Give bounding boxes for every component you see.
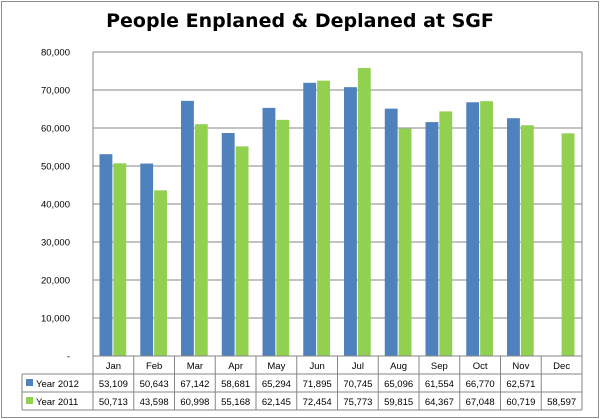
y-tick-label: 60,000 xyxy=(41,124,70,135)
data-label: 53,109 xyxy=(99,379,128,390)
bar-year-2011 xyxy=(235,146,249,356)
data-label: 55,168 xyxy=(221,397,250,408)
x-tick-label: Mar xyxy=(187,361,203,372)
data-label: 71,895 xyxy=(303,379,332,390)
bar-year-2011 xyxy=(480,101,493,357)
data-label: 64,367 xyxy=(425,397,454,408)
y-tick-label: 70,000 xyxy=(41,86,70,97)
x-tick-label: Apr xyxy=(228,361,243,372)
bar-year-2011 xyxy=(398,128,412,356)
bar-year-2011 xyxy=(113,163,127,356)
chart-title: People Enplaned & Deplaned at SGF xyxy=(106,10,494,32)
data-label: 58,681 xyxy=(221,379,250,390)
bar-year-2011 xyxy=(561,133,575,356)
data-label: 65,096 xyxy=(384,379,413,390)
data-label: 67,142 xyxy=(180,379,209,390)
data-label: 65,294 xyxy=(262,379,291,390)
bar-year-2012 xyxy=(181,100,194,356)
bar-year-2011 xyxy=(439,111,453,357)
data-label: 72,454 xyxy=(303,397,332,408)
y-tick-label: 50,000 xyxy=(41,162,70,173)
data-label: 58,597 xyxy=(547,397,576,408)
legend-swatch xyxy=(26,379,33,386)
y-tick-label: 20,000 xyxy=(41,276,70,287)
x-tick-label: Dec xyxy=(553,361,570,372)
bar-year-2012 xyxy=(303,82,317,356)
y-tick-label: 10,000 xyxy=(41,314,70,325)
x-tick-label: May xyxy=(267,361,285,372)
bar-year-2011 xyxy=(520,125,534,357)
y-tick-label: 30,000 xyxy=(41,238,70,249)
data-label: 43,598 xyxy=(140,397,169,408)
bar-year-2012 xyxy=(99,154,113,356)
x-tick-label: Jun xyxy=(309,361,324,372)
bar-year-2011 xyxy=(154,190,167,356)
data-label: 75,773 xyxy=(343,397,372,408)
legend-swatch xyxy=(26,397,33,404)
y-tick-label: 40,000 xyxy=(41,200,70,211)
data-label: 62,145 xyxy=(262,397,291,408)
data-label: 67,048 xyxy=(466,397,495,408)
bar-year-2011 xyxy=(194,124,208,356)
y-tick-label: - xyxy=(67,352,70,363)
data-label: 61,554 xyxy=(425,379,454,390)
data-label: 50,713 xyxy=(99,397,128,408)
x-tick-label: Jul xyxy=(352,361,364,372)
y-tick-label: 80,000 xyxy=(41,48,70,59)
data-label: 60,719 xyxy=(506,397,535,408)
x-tick-label: Aug xyxy=(390,361,407,372)
legend-label: Year 2011 xyxy=(36,397,78,408)
bar-year-2011 xyxy=(357,68,371,357)
bar-year-2012 xyxy=(466,102,480,356)
data-label: 50,643 xyxy=(140,379,169,390)
legend-label: Year 2012 xyxy=(36,379,79,390)
data-label: 66,770 xyxy=(466,379,495,390)
data-label: 60,998 xyxy=(180,397,209,408)
x-tick-label: Sep xyxy=(431,361,448,372)
bar-year-2012 xyxy=(384,108,398,357)
bar-year-2012 xyxy=(344,87,357,356)
data-label: 70,745 xyxy=(343,379,372,390)
bar-year-2012 xyxy=(507,118,520,357)
bar-year-2011 xyxy=(276,119,290,356)
bar-year-2012 xyxy=(221,133,235,356)
x-tick-label: Feb xyxy=(146,361,162,372)
bar-year-2011 xyxy=(317,80,330,356)
bar-year-2012 xyxy=(140,163,154,356)
x-tick-label: Jan xyxy=(106,361,121,372)
data-label: 59,815 xyxy=(384,397,413,408)
x-tick-label: Nov xyxy=(512,361,529,372)
x-tick-label: Oct xyxy=(473,361,488,372)
data-label: 62,571 xyxy=(506,379,535,390)
bar-year-2012 xyxy=(425,122,439,356)
bar-year-2012 xyxy=(262,107,276,356)
